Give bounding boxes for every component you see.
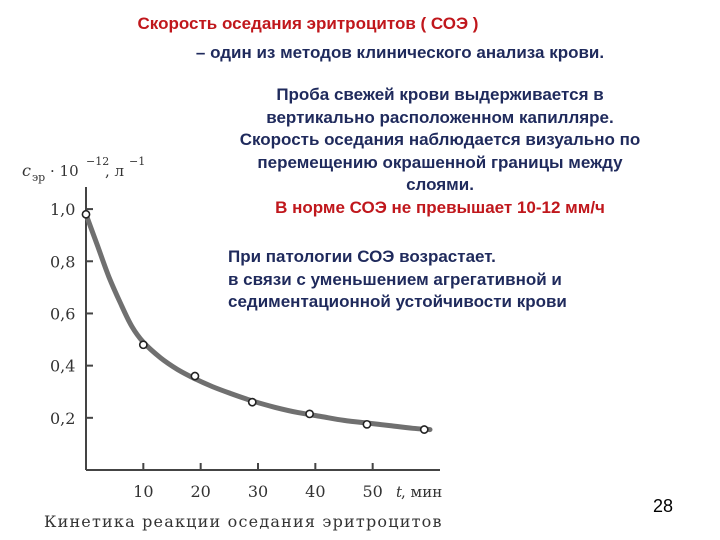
y-tick-label: 0,4: [50, 357, 75, 376]
slide-title: Скорость оседания эритроцитов ( СОЭ ): [0, 14, 720, 34]
y-label-exp: −12: [86, 155, 109, 168]
pathology-line: седиментационной устойчивости крови: [228, 292, 567, 311]
y-label-unit: , л: [105, 162, 124, 180]
slide-subtitle: – один из методов клинического анализа к…: [0, 43, 720, 63]
y-tick-label: 0,8: [50, 252, 75, 271]
x-tick-label: 50: [362, 482, 382, 501]
y-tick-label: 0,2: [50, 409, 75, 428]
data-point: [81, 209, 91, 219]
y-label-sub: эр: [32, 171, 45, 184]
y-ticks: 1,0 0,8 0,6 0,4 0,2: [50, 200, 93, 428]
chart-caption: Кинетика реакции оседания эритроцитов: [44, 512, 443, 531]
data-point: [138, 340, 148, 350]
page-number: 28: [653, 496, 674, 516]
data-point: [419, 425, 429, 434]
y-label-var: c: [22, 161, 31, 180]
data-points: [81, 209, 429, 434]
slide-title-text: Скорость оседания эритроцитов ( СОЭ ): [137, 14, 479, 33]
y-label-unit-exp: −1: [129, 155, 145, 168]
pathology-line: в связи с уменьшением агрегативной и: [228, 269, 562, 289]
data-point: [247, 397, 257, 407]
y-tick-label: 0,6: [50, 304, 75, 323]
x-tick-label: 20: [190, 482, 210, 501]
y-axis-label: c эр · 10 −12 , л −1: [22, 155, 145, 184]
data-point: [190, 371, 200, 381]
data-point: [362, 419, 372, 429]
description-line: перемещению окрашенной границы между: [257, 152, 623, 172]
x-label-var: t: [396, 483, 403, 501]
y-label-rest: · 10: [50, 162, 79, 180]
x-tick-label: 40: [305, 482, 325, 501]
pathology-block: При патологии СОЭ возрастает. в связи с …: [228, 246, 567, 314]
description-line: Скорость оседания наблюдается визуально …: [239, 130, 641, 149]
norm-statement: В норме СОЭ не превышает 10-12 мм/ч: [275, 197, 605, 217]
sedimentation-chart: c эр · 10 −12 , л −1 1,0 0,8 0,6 0,4 0,2 10 2…: [22, 155, 443, 531]
x-ticks: 10 20 30 40 50: [133, 463, 383, 501]
y-tick-label: 1,0: [50, 200, 75, 219]
slide-subtitle-text: – один из методов клинического анализа к…: [195, 43, 605, 62]
pathology-line: При патологии СОЭ возрастает.: [228, 247, 496, 266]
description-line: вертикально расположенном капилляре.: [266, 107, 614, 127]
sedimentation-curve: [83, 211, 433, 433]
data-point: [305, 409, 314, 419]
x-label-unit: , мин: [401, 483, 442, 501]
x-tick-label: 10: [133, 482, 153, 501]
description-line: Проба свежей крови выдерживается в: [276, 85, 604, 104]
x-tick-label: 30: [248, 482, 268, 501]
x-axis-label: t , мин: [396, 483, 442, 501]
description-block: Проба свежей крови выдерживается в верти…: [195, 84, 685, 219]
description-line: слоями.: [406, 175, 474, 194]
